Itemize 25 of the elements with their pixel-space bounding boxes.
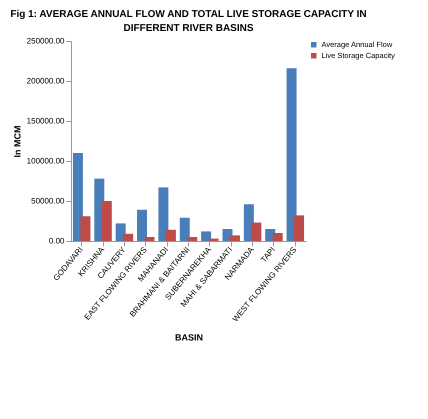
y-tick-label: 200000.00 — [26, 76, 66, 86]
chart-title: Fig 1: AVERAGE ANNUAL FLOW AND TOTAL LIVE STORAGE CAPACITY IN DIFFERENT RIVER BASINS — [10, 9, 367, 34]
x-axis-title: BASIN — [174, 332, 204, 343]
bar — [294, 215, 304, 241]
bar — [286, 68, 297, 241]
bar — [137, 210, 148, 241]
bar — [123, 234, 134, 241]
bar — [201, 231, 212, 241]
bar — [272, 233, 283, 241]
bar — [166, 230, 176, 241]
bar — [72, 153, 83, 241]
bar — [102, 201, 112, 241]
y-tick-label: 50000.00 — [31, 196, 66, 206]
y-tick-label: 0.00 — [48, 236, 66, 246]
bar — [187, 237, 198, 241]
bar — [158, 187, 168, 241]
bar — [80, 216, 90, 241]
bar — [180, 218, 190, 241]
y-tick-label: 250000.00 — [26, 36, 66, 46]
y-axis-title: In MCM — [12, 126, 23, 158]
y-tick-label: 150000.00 — [26, 116, 66, 126]
y-tick-label: 100000.00 — [26, 156, 66, 166]
bar — [230, 235, 240, 241]
bar — [144, 237, 155, 241]
bar — [251, 222, 262, 241]
